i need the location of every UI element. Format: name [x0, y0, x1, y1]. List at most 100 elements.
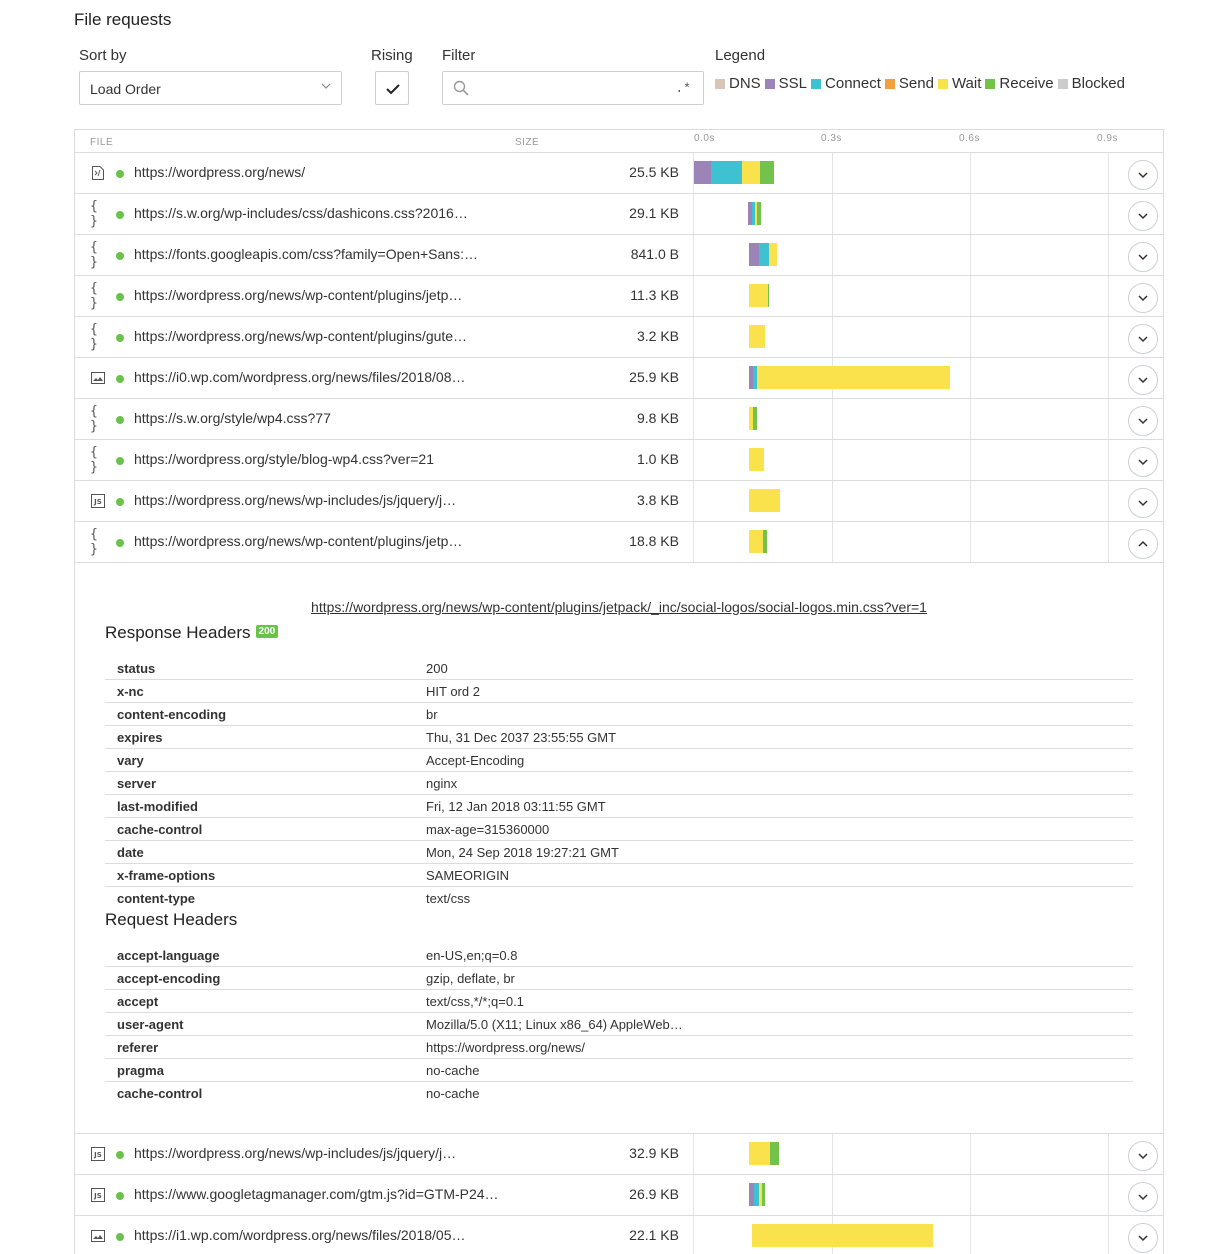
chevron-down-icon [1138, 500, 1148, 507]
file-url[interactable]: https://i1.wp.com/wordpress.org/news/fil… [134, 1227, 466, 1243]
expand-row-button[interactable] [1128, 1223, 1158, 1253]
file-url[interactable]: https://wordpress.org/style/blog-wp4.css… [134, 451, 434, 467]
expand-row-button[interactable] [1128, 1141, 1158, 1171]
timeline-tick: 0.9s [1097, 133, 1118, 144]
file-url[interactable]: https://wordpress.org/news/wp-content/pl… [134, 287, 463, 303]
timing-segment-ssl [749, 1183, 754, 1206]
header-key: x-nc [117, 684, 144, 699]
file-url[interactable]: https://fonts.googleapis.com/css?family=… [134, 246, 478, 262]
header-row: x-frame-options SAMEORIGIN [105, 864, 1133, 887]
legend-label: Wait [951, 75, 982, 92]
filter-field[interactable]: .* [442, 71, 704, 105]
legend-item-receive: Receive [985, 75, 1054, 92]
header-value: Fri, 12 Jan 2018 03:11:55 GMT [426, 799, 606, 814]
header-key: last-modified [117, 799, 198, 814]
header-row: date Mon, 24 Sep 2018 19:27:21 GMT [105, 841, 1133, 864]
header-value: text/css [426, 891, 471, 906]
table-row[interactable]: JS https://wordpress.org/news/wp-includes… [75, 1134, 1163, 1175]
expand-row-button[interactable] [1128, 242, 1158, 272]
header-row: last-modified Fri, 12 Jan 2018 03:11:55 G… [105, 795, 1133, 818]
filter-input[interactable] [477, 78, 677, 98]
header-row: accept text/css,*/*;q=0.1 [105, 990, 1133, 1013]
legend-swatch [764, 78, 775, 89]
file-url[interactable]: https://www.googletagmanager.com/gtm.js?… [134, 1186, 499, 1202]
response-headers-title: Response Headers 200 [105, 623, 279, 643]
timing-segment-ssl [749, 366, 753, 389]
file-url[interactable]: https://s.w.org/wp-includes/css/dashicon… [134, 205, 468, 221]
legend-swatch [884, 78, 895, 89]
file-size: 29.1 KB [629, 205, 679, 221]
file-url[interactable]: https://wordpress.org/news/wp-content/pl… [134, 533, 463, 549]
expand-row-button[interactable] [1128, 324, 1158, 354]
response-headers-table: status 200 x-nc HIT ord 2 content-encoding br… [105, 657, 1133, 910]
status-dot [116, 498, 124, 506]
sort-by-select[interactable]: Load Order [79, 71, 342, 105]
file-url[interactable]: https://wordpress.org/news/wp-includes/j… [134, 492, 457, 508]
header-row: cache-control no-cache [105, 1082, 1133, 1105]
file-size: 1.0 KB [636, 451, 679, 467]
header-value: no-cache [426, 1063, 480, 1078]
file-url[interactable]: https://wordpress.org/news/ [134, 164, 306, 180]
timing-segment-receive [759, 161, 775, 184]
status-dot [116, 375, 124, 383]
table-row[interactable]: https://i1.wp.com/wordpress.org/news/fil… [75, 1216, 1163, 1254]
css-file-icon: { } [90, 281, 99, 311]
status-dot [116, 457, 124, 465]
file-url[interactable]: https://wordpress.org/news/wp-includes/j… [134, 1145, 457, 1161]
expand-row-button[interactable] [1128, 160, 1158, 190]
checkmark-icon [386, 84, 400, 95]
expand-row-button[interactable] [1128, 406, 1158, 436]
expand-row-button[interactable] [1128, 365, 1158, 395]
regex-toggle[interactable]: .* [675, 81, 691, 96]
file-url[interactable]: https://s.w.org/style/wp4.css?77 [134, 410, 331, 426]
collapse-row-button[interactable] [1128, 529, 1158, 559]
html-file-icon [90, 165, 106, 181]
expand-row-button[interactable] [1128, 447, 1158, 477]
timing-segment-ssl [749, 243, 760, 266]
file-size: 26.9 KB [629, 1186, 679, 1202]
header-key: pragma [117, 1063, 164, 1078]
file-url[interactable]: https://wordpress.org/news/wp-content/pl… [134, 328, 468, 344]
legend-label: Blocked [1071, 75, 1125, 92]
image-file-icon [90, 370, 106, 386]
table-row[interactable]: { } https://wordpress.org/news/wp-content… [75, 522, 1163, 563]
status-dot [116, 293, 124, 301]
timing-segment-connect [753, 1183, 760, 1206]
column-divider [693, 1134, 694, 1254]
timing-segment-receive [752, 407, 758, 430]
timing-segment-receive [762, 1183, 765, 1206]
table-row[interactable]: { } https://fonts.googleapis.com/css?fami… [75, 235, 1163, 276]
table-row[interactable]: JS https://www.googletagmanager.com/gtm.j… [75, 1175, 1163, 1216]
legend-item-blocked: Blocked [1057, 75, 1125, 92]
header-value: gzip, deflate, br [426, 971, 515, 986]
file-size: 11.3 KB [630, 287, 679, 303]
expand-row-button[interactable] [1128, 488, 1158, 518]
table-row[interactable]: { } https://wordpress.org/news/wp-content… [75, 317, 1163, 358]
expand-row-button[interactable] [1128, 201, 1158, 231]
file-url[interactable]: https://i0.wp.com/wordpress.org/news/fil… [134, 369, 466, 385]
table-row[interactable]: { } https://wordpress.org/news/wp-content… [75, 276, 1163, 317]
status-dot [116, 252, 124, 260]
status-dot [116, 416, 124, 424]
expand-row-button[interactable] [1128, 1182, 1158, 1212]
file-size: 25.9 KB [629, 369, 679, 385]
size-column-header: SIZE [515, 137, 540, 148]
table-row[interactable]: { } https://wordpress.org/style/blog-wp4.… [75, 440, 1163, 481]
chevron-down-icon [1138, 295, 1148, 302]
file-size: 32.9 KB [629, 1145, 679, 1161]
table-row[interactable]: JS https://wordpress.org/news/wp-includes… [75, 481, 1163, 522]
expand-row-button[interactable] [1128, 283, 1158, 313]
rising-checkbox[interactable] [375, 71, 409, 105]
table-row[interactable]: https://wordpress.org/news/25.5 KB [75, 153, 1163, 194]
status-dot [116, 170, 124, 178]
table-row[interactable]: { } https://s.w.org/wp-includes/css/dashi… [75, 194, 1163, 235]
legend-label: DNS [729, 75, 761, 92]
file-column-header: FILE [90, 137, 114, 148]
status-dot [116, 539, 124, 547]
table-row[interactable]: { } https://s.w.org/style/wp4.css?77 9.8 K… [75, 399, 1163, 440]
table-row[interactable]: https://i0.wp.com/wordpress.org/news/fil… [75, 358, 1163, 399]
request-full-url[interactable]: https://wordpress.org/news/wp-content/pl… [311, 599, 927, 615]
timing-segment-receive [769, 1142, 780, 1165]
request-details-panel: https://wordpress.org/news/wp-content/pl… [75, 563, 1163, 1134]
header-row: expires Thu, 31 Dec 2037 23:55:55 GMT [105, 726, 1133, 749]
